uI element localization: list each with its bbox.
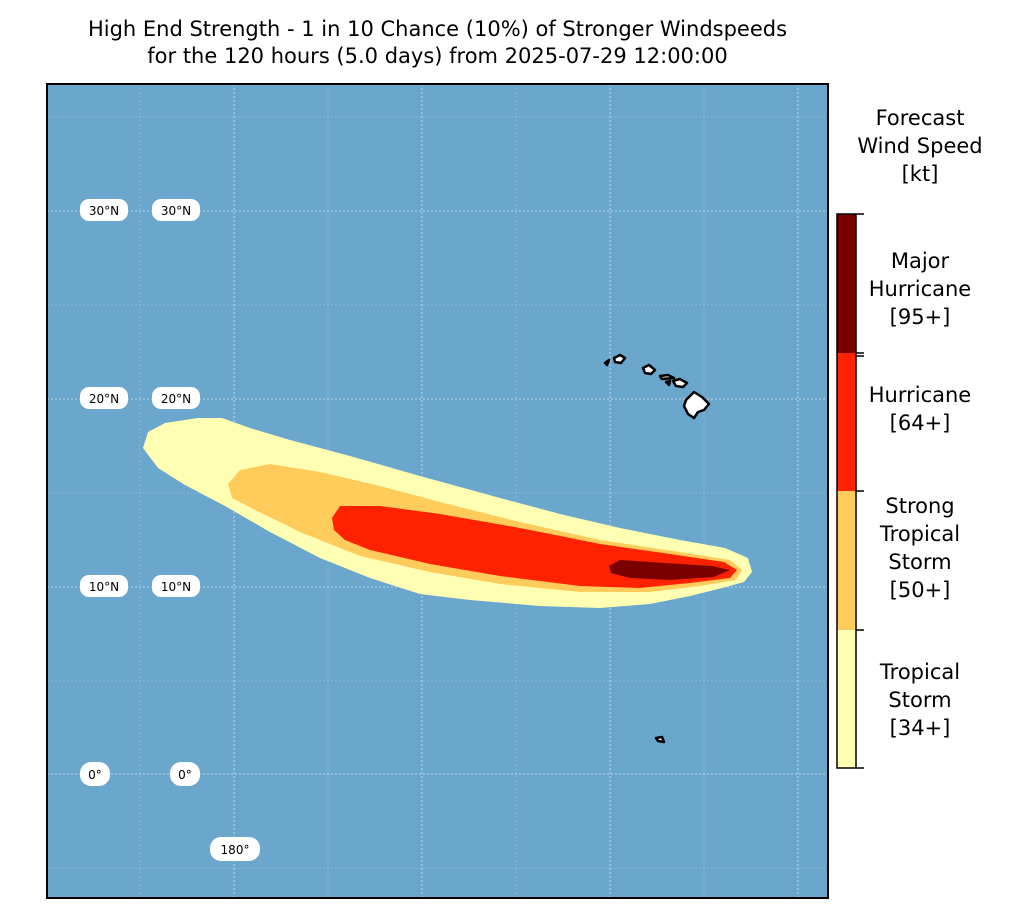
island-niihau — [603, 358, 611, 367]
lat-label-0-left: 0° — [88, 768, 102, 782]
grid-labels: 30°N 30°N 20°N 20°N 10°N 10°N 0° 0° 180° — [80, 199, 260, 861]
island-molokai — [658, 373, 676, 381]
colorbar-label-strong-tropical-storm: Strong Tropical Storm [50+] — [845, 492, 995, 604]
island-maui — [671, 377, 689, 389]
island-oahu — [641, 363, 657, 376]
label-line: [50+] — [889, 578, 951, 602]
label-line: Strong — [885, 494, 955, 518]
lat-label-box — [152, 387, 200, 409]
label-line: Hurricane — [868, 383, 972, 407]
lat-label-0-right: 0° — [178, 768, 192, 782]
colorbar-label-hurricane: Hurricane [64+] — [845, 381, 995, 437]
label-line: Hurricane — [868, 277, 972, 301]
title-line-1: High End Strength - 1 in 10 Chance (10%)… — [87, 17, 788, 41]
map-frame — [46, 83, 829, 899]
label-line: [34+] — [889, 716, 951, 740]
colorbar-tropical-storm — [837, 630, 856, 768]
colorbar-title: Forecast Wind Speed [kt] — [830, 104, 1010, 188]
lat-label-20-right: 20°N — [161, 392, 191, 406]
lat-label-box — [80, 762, 110, 786]
colorbar-major-hurricane — [837, 214, 856, 353]
island-hawaii — [682, 390, 711, 420]
label-line: Major — [890, 249, 950, 273]
lat-label-20-left: 20°N — [89, 392, 119, 406]
lat-label-box — [152, 575, 200, 597]
island-kauai — [612, 353, 627, 365]
label-line: [95+] — [889, 305, 951, 329]
lon-label-180: 180° — [221, 843, 250, 857]
island-johnston — [654, 735, 666, 744]
wind-swath — [143, 418, 752, 608]
title-line-2: for the 120 hours (5.0 days) from 2025-0… — [147, 44, 728, 68]
colorbar-strong-tropical-storm — [837, 491, 856, 630]
lat-label-box — [80, 199, 128, 221]
label-line: Tropical — [879, 660, 961, 684]
lat-label-10-right: 10°N — [161, 580, 191, 594]
label-line: Tropical — [879, 522, 961, 546]
colorbar-title-line: [kt] — [901, 162, 939, 186]
colorbar — [836, 213, 864, 769]
label-line: Storm — [888, 688, 952, 712]
colorbar-title-line: Wind Speed — [857, 134, 983, 158]
label-line: Storm — [888, 550, 952, 574]
lat-label-box — [80, 575, 128, 597]
lat-label-30-right: 30°N — [161, 204, 191, 218]
lat-label-box — [152, 199, 200, 221]
lat-label-10-left: 10°N — [89, 580, 119, 594]
major-hurricane-swath — [609, 560, 730, 580]
colorbar-label-major-hurricane: Major Hurricane [95+] — [845, 247, 995, 331]
colorbar-label-tropical-storm: Tropical Storm [34+] — [845, 658, 995, 742]
colorbar-title-line: Forecast — [875, 106, 965, 130]
label-line: [64+] — [889, 411, 951, 435]
lat-label-30-left: 30°N — [89, 204, 119, 218]
lon-label-box — [210, 837, 260, 861]
chart-title: High End Strength - 1 in 10 Chance (10%)… — [0, 16, 875, 70]
hawaiian-islands — [603, 353, 711, 744]
lat-label-box — [80, 387, 128, 409]
colorbar-hurricane — [837, 353, 856, 491]
island-lanai — [664, 379, 672, 387]
lat-label-box — [170, 762, 200, 786]
